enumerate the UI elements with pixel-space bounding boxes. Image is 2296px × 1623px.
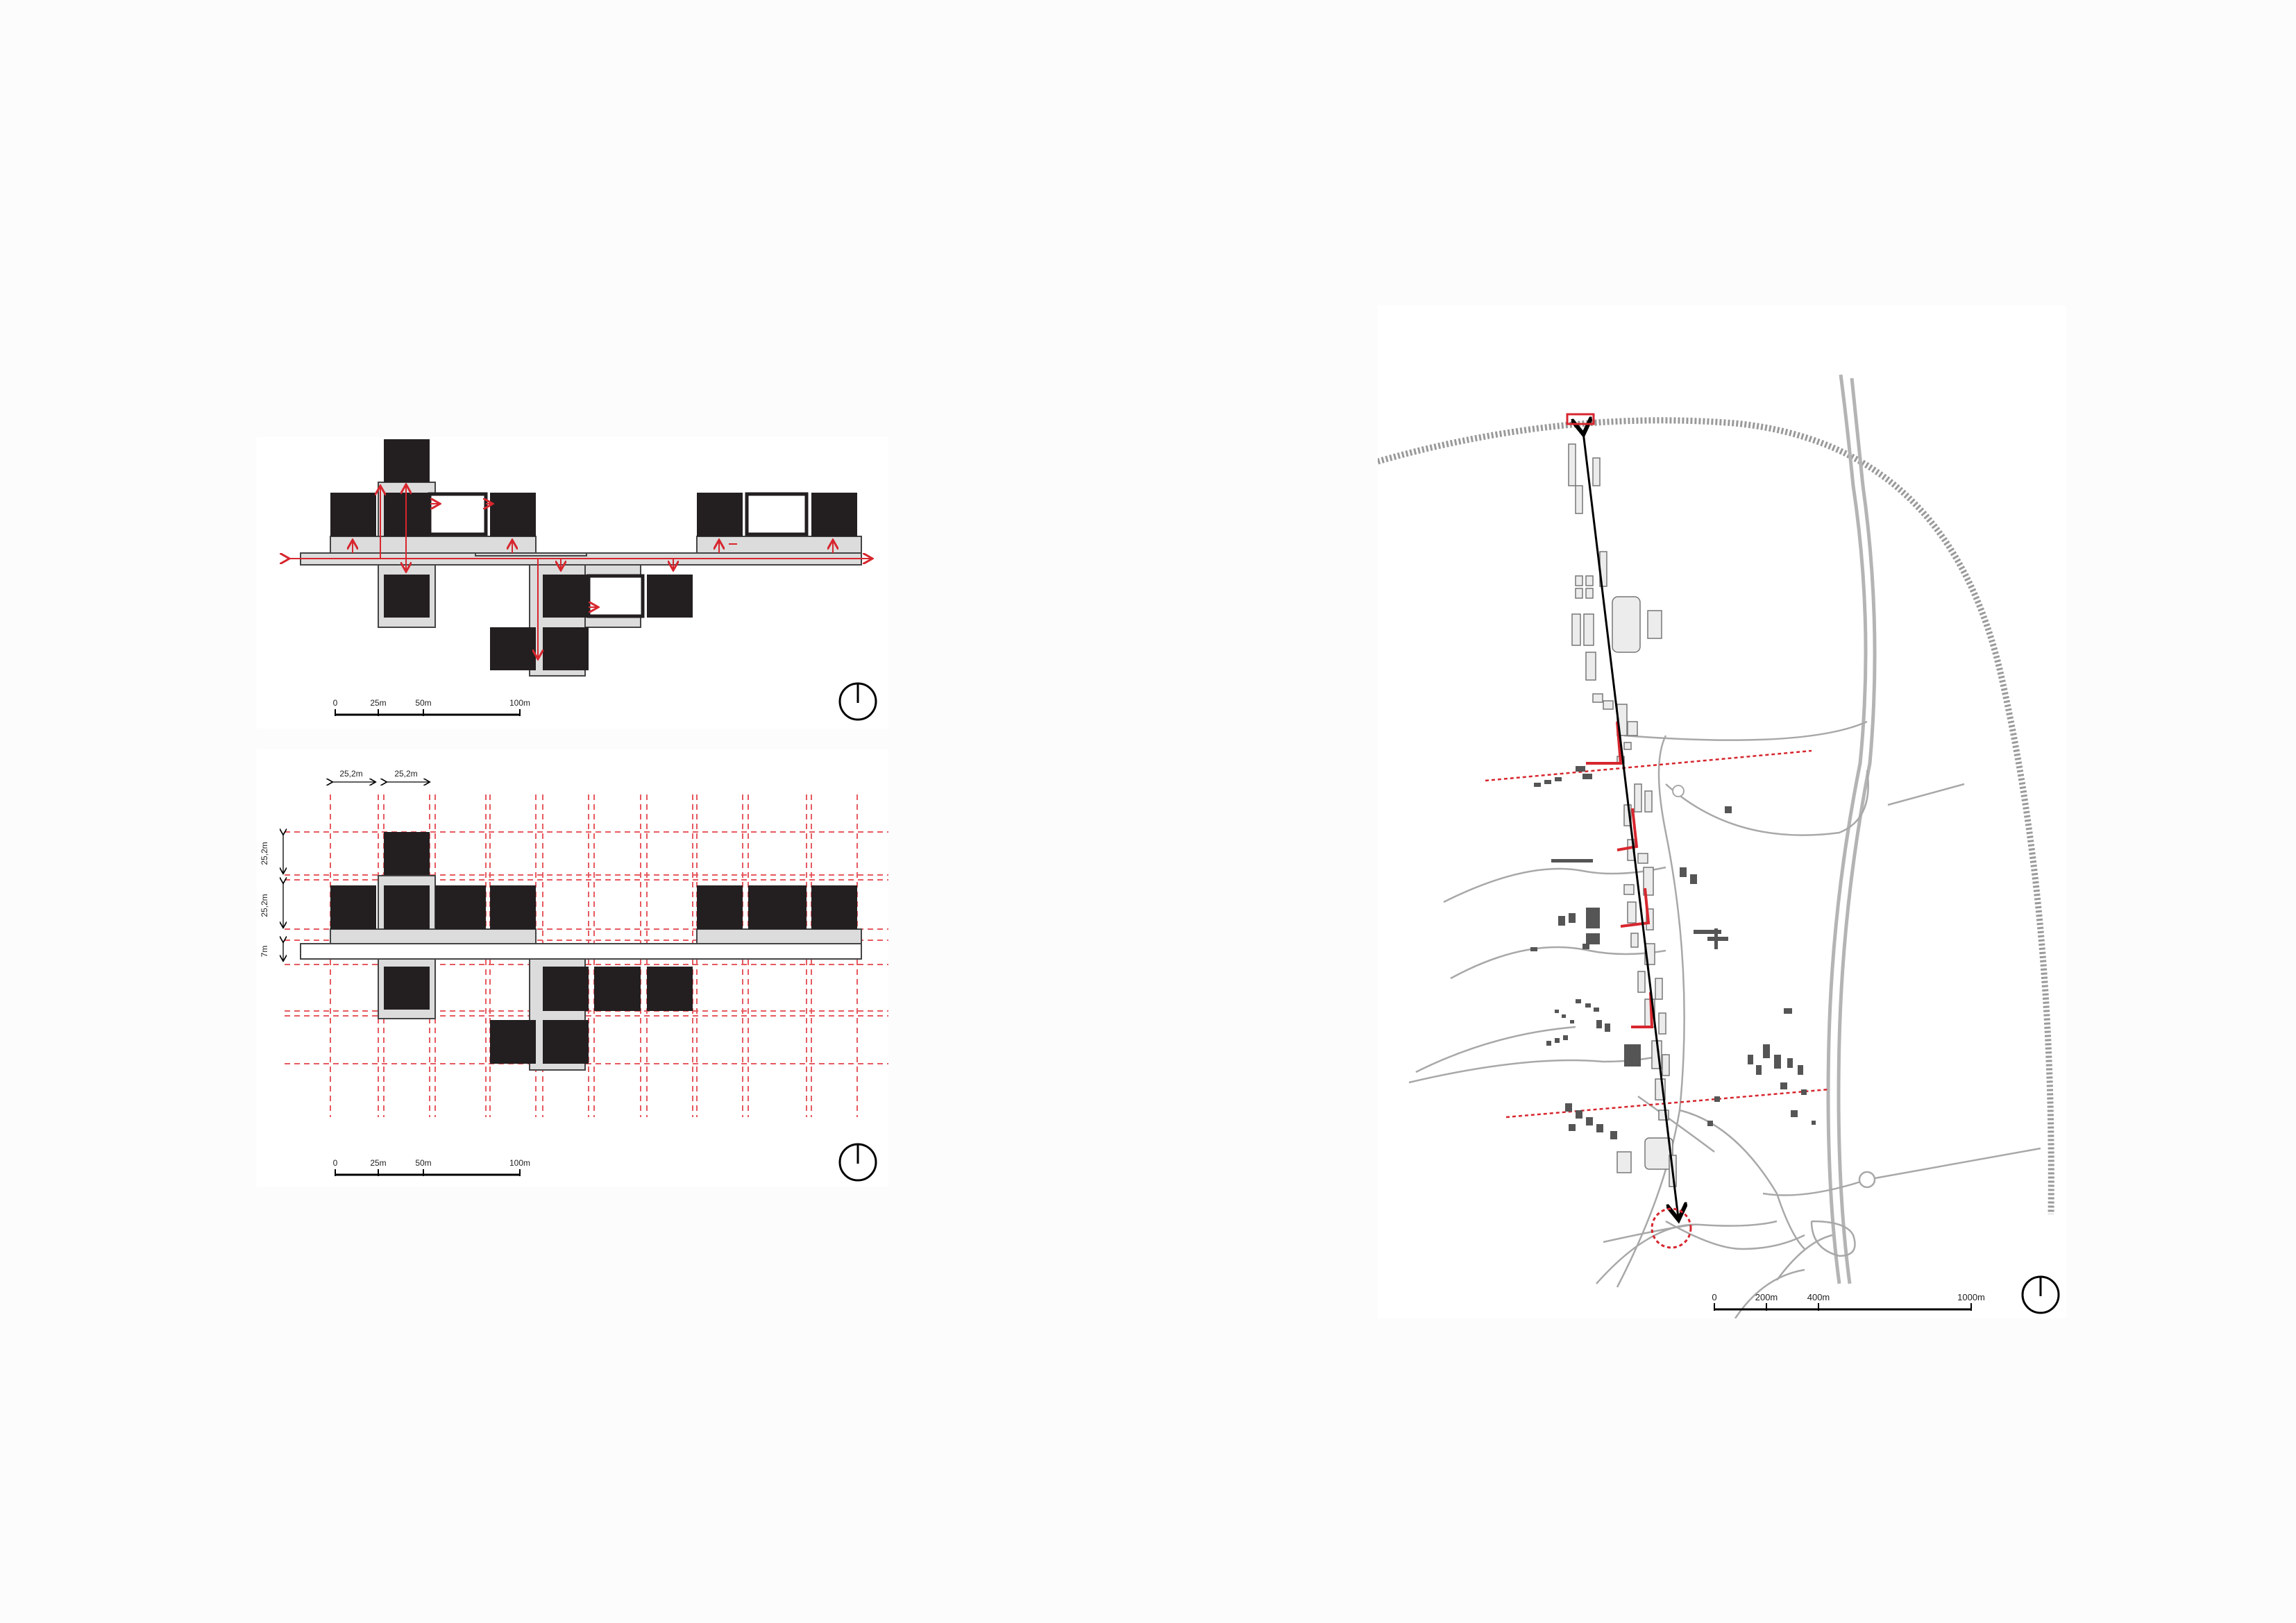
scale-tick-label: 0 [333,698,338,708]
block [543,967,589,1011]
scale-tick-label: 50m [415,698,431,708]
north-arrow-icon [838,682,877,721]
block [490,885,536,929]
south-endpoint-marker [1651,1207,1692,1249]
dimension-label: 25,2m [394,769,417,779]
scale-tick-label: 100m [509,1158,530,1168]
scale-tick-label: 1000m [1957,1292,1985,1302]
site-map-drawing: 0 200m 400m 1000m [1378,374,2060,1318]
block [490,627,536,670]
block [384,575,430,618]
block [490,493,536,536]
scale-bar: 0 200m 400m 1000m [1712,1292,1985,1311]
block [543,575,589,618]
block [647,575,693,618]
roundabout [1858,1171,1876,1189]
highway [1826,374,1877,1284]
roundabout [1672,785,1685,797]
block [384,439,430,482]
north-arrow-icon [838,1143,877,1182]
scale-bar: 0 25m 50m 100m [333,1158,530,1176]
scale-tick-label: 25m [370,698,386,708]
block [811,493,857,536]
block [384,967,430,1010]
scale-bar: 0 25m 50m 100m [333,698,530,716]
dimension-label: 25,2m [260,894,269,917]
block [748,885,807,929]
site-map-panel: 0 200m 400m 1000m [1378,305,2066,1318]
plan-circulation-panel: 0 25m 50m 100m [257,437,888,729]
block [384,832,430,875]
scale-tick-label: 200m [1755,1292,1778,1302]
dimension-label: 25,2m [260,842,269,865]
dimension-label: 7m [260,946,269,958]
block [697,885,743,929]
block [330,885,376,929]
block [811,885,857,929]
circulation-arrows [288,486,871,658]
scale-tick-label: 0 [333,1158,338,1168]
dimension-label: 25,2m [339,769,362,779]
corridor [300,943,862,960]
plan-grid-drawing: 25,2m 25,2m 25,2m 25,2m 7m 0 25m 50m 100… [260,769,888,1182]
block [647,967,693,1011]
main-axis-arrow [1583,432,1678,1218]
scale-tick-label: 25m [370,1158,386,1168]
north-arrow-icon [2021,1275,2060,1314]
plan-circulation-drawing: 0 25m 50m 100m [257,439,877,721]
scale-tick-label: 400m [1807,1292,1830,1302]
block [543,627,589,670]
buildings-grey [1530,766,1816,1139]
block [330,493,376,536]
plan-grid-panel: 25,2m 25,2m 25,2m 25,2m 7m 0 25m 50m 100… [257,749,888,1187]
north-endpoint-marker [1566,413,1595,425]
scale-tick-label: 50m [415,1158,431,1168]
block [697,493,743,536]
grid-building-blocks [330,832,857,1064]
scale-tick-label: 0 [1712,1292,1716,1302]
block [490,1020,536,1064]
block [435,885,486,929]
block [384,885,430,929]
block [543,1020,589,1064]
scale-tick-label: 100m [509,698,530,708]
dimension-lines [283,782,429,960]
block [594,967,641,1011]
